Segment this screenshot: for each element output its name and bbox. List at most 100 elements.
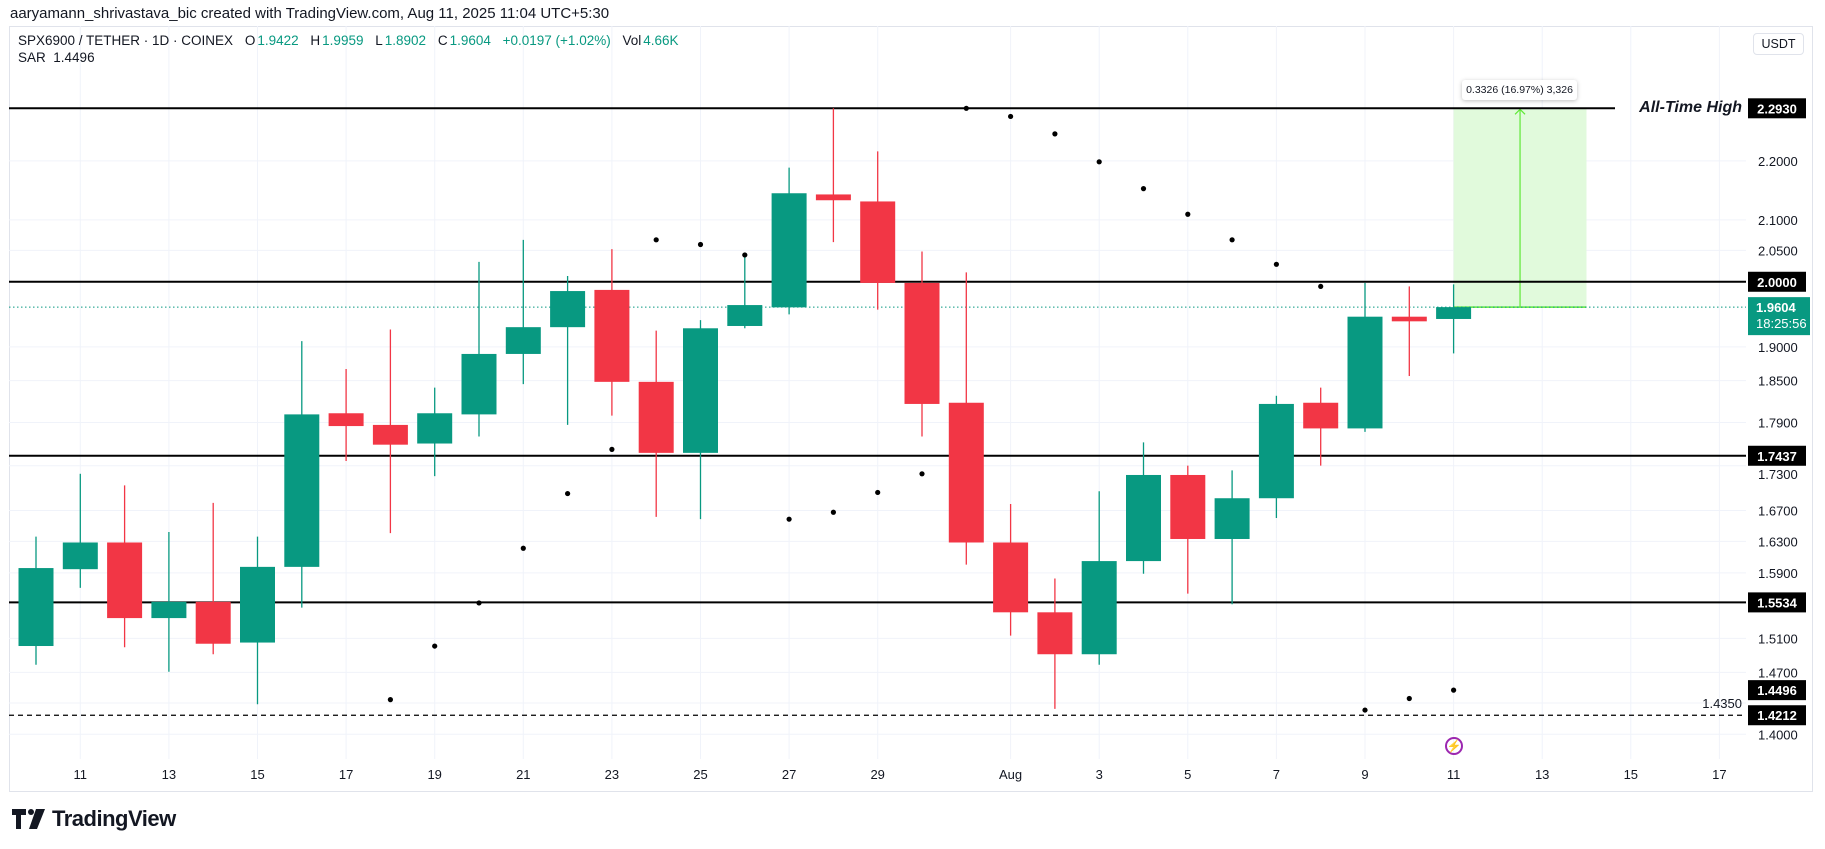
candle xyxy=(1391,286,1427,377)
level-price-label: 1.4212 xyxy=(1757,708,1797,723)
sar-dot xyxy=(520,545,526,551)
candle-body xyxy=(1126,474,1161,562)
close-label: C xyxy=(437,33,448,48)
brand-name: TradingView xyxy=(52,806,176,831)
candle xyxy=(107,485,143,648)
time-tick-label: 21 xyxy=(516,767,530,782)
time-tick-label: 11 xyxy=(74,767,88,782)
measure-tooltip: 0.3326 (16.97%) 3,326 xyxy=(1462,80,1577,100)
candle xyxy=(771,167,807,315)
candle-body xyxy=(62,542,98,570)
low-value: 1.8902 xyxy=(384,33,427,48)
candle xyxy=(1303,387,1339,466)
symbol-legend: SPX6900 / TETHER · 1D · COINEX O 1.9422 H… xyxy=(18,33,681,48)
sar-dot xyxy=(963,105,969,111)
sar-dot xyxy=(653,237,659,243)
candle-body xyxy=(1214,498,1250,539)
time-tick-label: 29 xyxy=(870,767,884,782)
sar-dot xyxy=(742,252,748,258)
candle xyxy=(1347,282,1383,432)
candle xyxy=(1258,395,1294,519)
candle-body xyxy=(1303,402,1339,429)
candle xyxy=(683,320,718,520)
time-tick-label: 27 xyxy=(782,767,796,782)
time-tick-label: 5 xyxy=(1184,767,1191,782)
symbol-title[interactable]: SPX6900 / TETHER · 1D · COINEX xyxy=(18,33,234,48)
sar-dot xyxy=(432,643,438,649)
sar-dot xyxy=(830,509,837,515)
candle-body xyxy=(1258,403,1294,499)
candle-body xyxy=(284,414,320,567)
level-price-label-bg xyxy=(1748,592,1806,613)
level-price-label: 2.0000 xyxy=(1757,275,1797,290)
tradingview-logo-icon xyxy=(12,809,45,829)
open-value: 1.9422 xyxy=(257,33,299,48)
candle-body xyxy=(18,568,54,647)
candle-body xyxy=(638,381,674,453)
candle xyxy=(860,151,896,310)
price-tick-label: 1.8500 xyxy=(1758,374,1798,389)
candle xyxy=(372,329,408,534)
low-label: L xyxy=(375,33,383,48)
sar-dot xyxy=(1273,261,1279,267)
level-price-label-bg xyxy=(1748,445,1806,466)
candle xyxy=(1170,465,1206,594)
candle-body xyxy=(151,601,187,619)
candle-body xyxy=(550,291,586,328)
level-price-label: 1.7437 xyxy=(1757,449,1797,464)
candle xyxy=(1214,470,1250,605)
all-time-high-label: All-Time High xyxy=(1639,99,1742,116)
last-price-label: 1.9604 xyxy=(1756,300,1797,315)
candle-body xyxy=(372,424,408,445)
candle xyxy=(948,272,984,565)
sar-dot xyxy=(1185,211,1191,217)
time-tick-label: Aug xyxy=(999,767,1022,782)
price-tick-label: 1.5900 xyxy=(1758,566,1798,581)
price-tick-label: 1.6700 xyxy=(1758,504,1798,519)
sar-legend[interactable]: SAR 1.4496 xyxy=(18,50,95,65)
sar-dots xyxy=(387,105,1457,713)
sar-dot xyxy=(919,471,925,477)
currency-button[interactable]: USDT xyxy=(1753,33,1804,55)
time-tick-label: 17 xyxy=(1712,767,1726,782)
sar-dot xyxy=(1052,131,1058,137)
time-tick-label: 23 xyxy=(605,767,619,782)
candle xyxy=(240,536,275,705)
tradingview-logo[interactable]: TradingView xyxy=(12,806,176,832)
sar-dot xyxy=(1140,186,1147,192)
candles xyxy=(18,108,1472,709)
candle xyxy=(727,253,763,329)
sar-price-label: 1.4496 xyxy=(1757,683,1797,698)
price-tick-label: 1.4700 xyxy=(1758,665,1798,680)
countdown-label: 18:25:56 xyxy=(1756,316,1807,331)
candle xyxy=(18,536,54,665)
candle-body xyxy=(1436,307,1472,319)
sar-dot xyxy=(1229,237,1235,243)
high-label: H xyxy=(310,33,321,48)
candle-body xyxy=(1347,316,1383,429)
level-price-label: 2.2930 xyxy=(1757,101,1797,116)
time-tick-label: 13 xyxy=(1535,767,1549,782)
level-price-label-bg xyxy=(1748,705,1806,726)
sar-dot xyxy=(1406,695,1412,702)
candle-body xyxy=(1081,561,1117,655)
time-tick-label: 13 xyxy=(162,767,176,782)
price-tick-label: 2.2000 xyxy=(1758,154,1798,169)
high-value: 1.9959 xyxy=(322,33,364,48)
candle-body xyxy=(1037,612,1073,655)
candle xyxy=(550,275,586,425)
time-tick-label: 19 xyxy=(427,767,441,782)
candle-body xyxy=(683,328,718,453)
candle xyxy=(328,369,364,462)
sar-dot xyxy=(387,697,393,703)
sar-dot xyxy=(565,490,571,497)
time-tick-label: 17 xyxy=(339,767,353,782)
attribution-text: aaryamann_shrivastava_bic created with T… xyxy=(10,5,610,22)
candle-body xyxy=(904,282,940,404)
sar-dot xyxy=(1362,707,1368,713)
time-axis: 11 13 15 17 19 21 23 25 27 29 Aug 3 5 7 9 11 13 15 17 xyxy=(74,767,1727,782)
candle-body xyxy=(328,413,364,427)
lightning-icon[interactable]: ⚡ xyxy=(1445,737,1463,755)
time-tick-label: 9 xyxy=(1361,767,1368,782)
